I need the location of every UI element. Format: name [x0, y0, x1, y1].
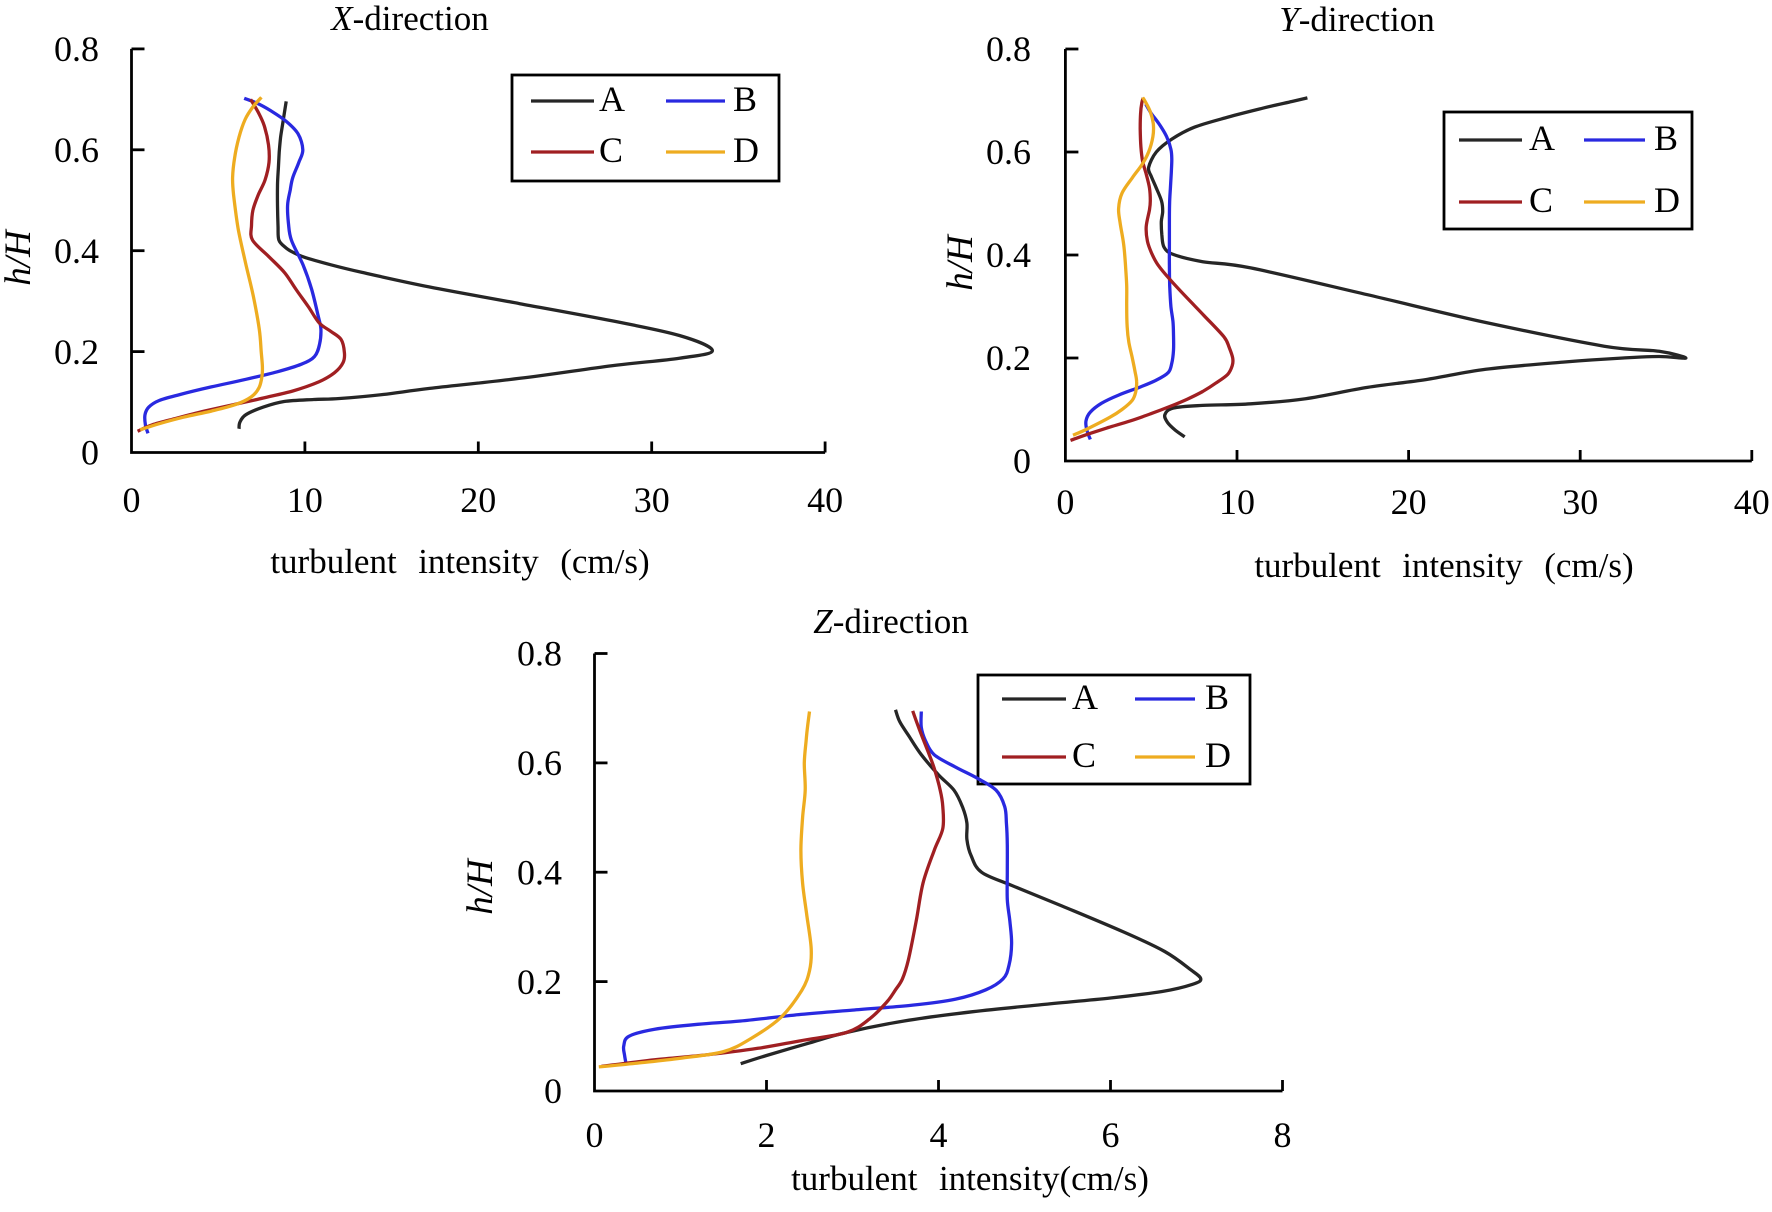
svg-text:0.4: 0.4 — [517, 853, 562, 893]
svg-text:D: D — [1205, 735, 1231, 775]
svg-text:0.4: 0.4 — [986, 235, 1031, 275]
svg-text:B: B — [733, 79, 757, 119]
svg-text:0.6: 0.6 — [517, 743, 562, 783]
svg-text:Z-direction: Z-direction — [813, 602, 969, 641]
svg-text:A: A — [1529, 118, 1555, 158]
svg-text:h/H: h/H — [460, 857, 501, 915]
svg-text:0.2: 0.2 — [517, 962, 562, 1002]
svg-text:D: D — [733, 130, 759, 170]
svg-text:A: A — [599, 79, 625, 119]
svg-text:0.6: 0.6 — [986, 132, 1031, 172]
svg-text:0.2: 0.2 — [986, 338, 1031, 378]
svg-text:0.8: 0.8 — [54, 29, 99, 69]
svg-text:0.8: 0.8 — [517, 634, 562, 674]
svg-text:Y-direction: Y-direction — [1279, 0, 1435, 39]
svg-text:C: C — [1072, 735, 1096, 775]
svg-text:A: A — [1072, 677, 1098, 717]
svg-text:40: 40 — [807, 480, 843, 520]
svg-text:turbulent intensity (cm/s): turbulent intensity (cm/s) — [1254, 546, 1633, 585]
svg-text:30: 30 — [1562, 482, 1598, 522]
svg-text:0: 0 — [1013, 441, 1031, 481]
svg-text:30: 30 — [634, 480, 670, 520]
svg-text:4: 4 — [930, 1115, 948, 1155]
svg-text:turbulent intensity (cm/s): turbulent intensity (cm/s) — [270, 542, 649, 581]
svg-text:X-direction: X-direction — [329, 0, 488, 38]
svg-text:20: 20 — [460, 480, 496, 520]
svg-text:0: 0 — [81, 433, 99, 473]
svg-text:20: 20 — [1391, 482, 1427, 522]
svg-text:2: 2 — [758, 1115, 776, 1155]
svg-text:0: 0 — [586, 1115, 604, 1155]
svg-text:C: C — [599, 130, 623, 170]
svg-text:0: 0 — [544, 1071, 562, 1111]
svg-text:D: D — [1654, 180, 1680, 220]
svg-text:0.6: 0.6 — [54, 130, 99, 170]
svg-text:0.2: 0.2 — [54, 332, 99, 372]
svg-text:B: B — [1205, 677, 1229, 717]
svg-text:0.4: 0.4 — [54, 231, 99, 271]
svg-text:40: 40 — [1734, 482, 1770, 522]
svg-text:h/H: h/H — [940, 233, 981, 291]
svg-text:B: B — [1654, 118, 1678, 158]
svg-text:6: 6 — [1102, 1115, 1120, 1155]
svg-text:10: 10 — [287, 480, 323, 520]
svg-text:0: 0 — [123, 480, 141, 520]
svg-text:8: 8 — [1274, 1115, 1292, 1155]
svg-text:10: 10 — [1219, 482, 1255, 522]
svg-text:h/H: h/H — [0, 228, 39, 286]
svg-text:0: 0 — [1056, 482, 1074, 522]
svg-text:turbulent intensity(cm/s): turbulent intensity(cm/s) — [791, 1159, 1149, 1198]
svg-text:0.8: 0.8 — [986, 29, 1031, 69]
svg-text:C: C — [1529, 180, 1553, 220]
